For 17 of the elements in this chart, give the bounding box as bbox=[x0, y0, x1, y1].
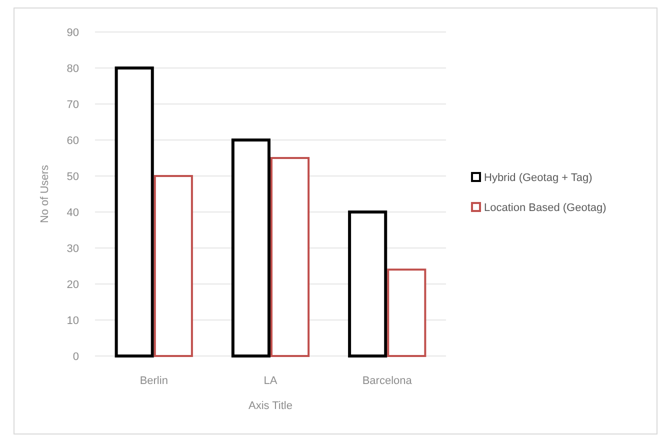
x-axis-title: Axis Title bbox=[248, 400, 293, 412]
x-tick-label: LA bbox=[264, 375, 278, 387]
x-tick-label: Berlin bbox=[140, 375, 168, 387]
y-tick-label: 40 bbox=[66, 206, 79, 219]
y-tick-label: 70 bbox=[66, 98, 79, 111]
y-tick-label: 30 bbox=[66, 242, 79, 255]
y-tick-label: 90 bbox=[66, 26, 79, 39]
x-tick-label: Barcelona bbox=[362, 375, 413, 387]
y-tick-label: 80 bbox=[66, 62, 79, 75]
legend-label: Location Based (Geotag) bbox=[484, 202, 606, 214]
y-tick-label: 60 bbox=[66, 134, 79, 147]
y-tick-label: 0 bbox=[72, 350, 79, 363]
y-tick-label: 20 bbox=[66, 278, 79, 291]
y-axis-title: No of Users bbox=[39, 164, 51, 224]
legend-label: Hybrid (Geotag + Tag) bbox=[484, 172, 592, 184]
y-tick-label: 10 bbox=[66, 314, 79, 327]
y-tick-label: 50 bbox=[66, 170, 79, 183]
